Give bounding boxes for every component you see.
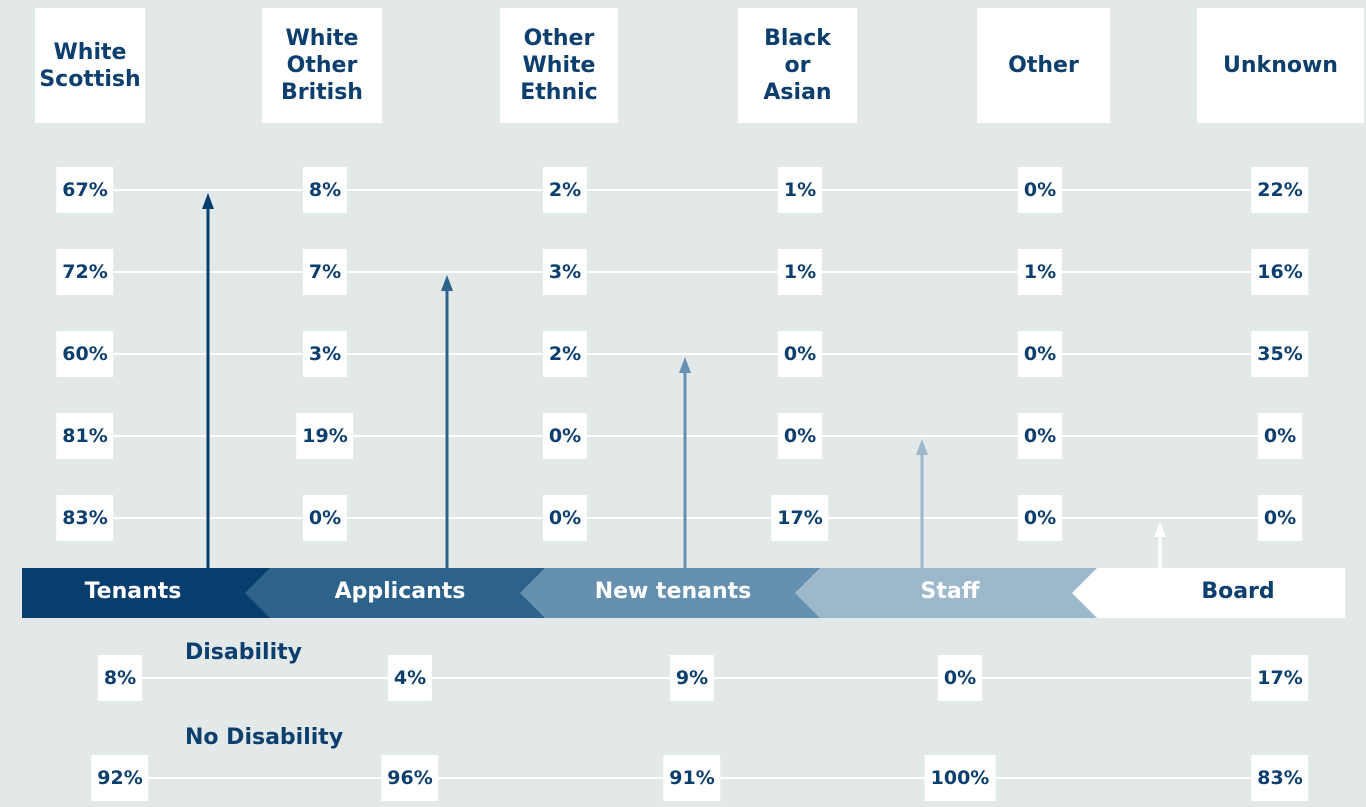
value: 72% [56, 249, 114, 295]
value: 60% [56, 331, 114, 377]
arrow-head [441, 275, 453, 291]
value: 1% [777, 249, 823, 295]
arrow-head [1154, 521, 1166, 537]
value: 83% [1251, 755, 1309, 801]
value: 0% [1017, 413, 1063, 459]
value: 83% [56, 495, 114, 541]
group-band [245, 568, 545, 618]
value: 92% [91, 755, 149, 801]
arrow-head [202, 193, 214, 209]
value: 2% [542, 167, 588, 213]
value: 0% [777, 413, 823, 459]
group-label: New tenants [595, 579, 752, 604]
value: 0% [1017, 331, 1063, 377]
group-band [520, 568, 820, 618]
value: 2% [542, 331, 588, 377]
value: 1% [1017, 249, 1063, 295]
column-header: White Other British [262, 8, 382, 123]
value: 0% [1257, 413, 1303, 459]
value: 9% [669, 655, 715, 701]
group-label: Board [1201, 579, 1274, 604]
value: 35% [1251, 331, 1309, 377]
value: 0% [777, 331, 823, 377]
group-band [22, 568, 270, 618]
column-header: Black or Asian [738, 8, 857, 123]
value: 81% [56, 413, 114, 459]
row-label: Disability [185, 640, 302, 665]
arrow-head [679, 357, 691, 373]
group-label: Tenants [85, 579, 182, 604]
value: 0% [1017, 495, 1063, 541]
group-label: Staff [920, 579, 980, 604]
arrow-head [916, 439, 928, 455]
column-header: Other [977, 8, 1110, 123]
value: 3% [542, 249, 588, 295]
value: 4% [387, 655, 433, 701]
value: 0% [1017, 167, 1063, 213]
value: 0% [542, 413, 588, 459]
value: 67% [56, 167, 114, 213]
group-label: Applicants [335, 579, 466, 604]
column-header: Other White Ethnic [500, 8, 618, 123]
row-label: No Disability [185, 725, 344, 750]
value: 16% [1251, 249, 1309, 295]
value: 19% [296, 413, 354, 459]
value: 100% [924, 755, 996, 801]
column-header: White Scottish [35, 8, 145, 123]
value: 0% [542, 495, 588, 541]
value: 8% [97, 655, 143, 701]
value: 22% [1251, 167, 1309, 213]
value: 8% [302, 167, 348, 213]
value: 17% [1251, 655, 1309, 701]
value: 0% [302, 495, 348, 541]
value: 91% [663, 755, 721, 801]
value: 3% [302, 331, 348, 377]
group-band [795, 568, 1097, 618]
group-band [1072, 568, 1345, 618]
value: 96% [381, 755, 439, 801]
value: 17% [771, 495, 829, 541]
value: 7% [302, 249, 348, 295]
value: 1% [777, 167, 823, 213]
value: 0% [937, 655, 983, 701]
value: 0% [1257, 495, 1303, 541]
column-header: Unknown [1197, 8, 1364, 123]
